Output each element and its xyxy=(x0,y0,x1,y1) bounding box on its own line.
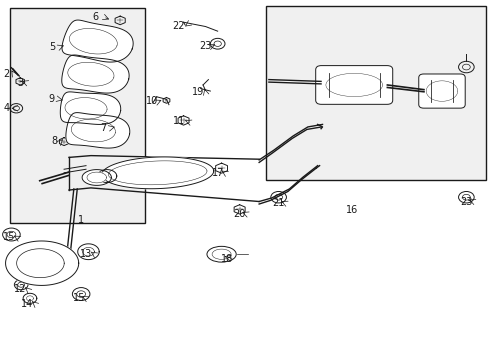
Text: 9: 9 xyxy=(49,94,55,104)
Text: 17: 17 xyxy=(211,168,224,178)
Text: 18: 18 xyxy=(221,254,233,264)
Bar xyxy=(266,6,485,180)
Polygon shape xyxy=(102,157,213,189)
Text: 23: 23 xyxy=(459,197,471,207)
Text: 6: 6 xyxy=(93,12,99,22)
FancyBboxPatch shape xyxy=(418,74,464,108)
Text: 3: 3 xyxy=(17,78,23,88)
FancyBboxPatch shape xyxy=(315,66,392,104)
Bar xyxy=(10,8,144,223)
Text: 5: 5 xyxy=(49,42,55,52)
Polygon shape xyxy=(5,241,79,285)
Polygon shape xyxy=(82,247,94,256)
Text: 16: 16 xyxy=(345,206,357,216)
Polygon shape xyxy=(78,244,99,260)
Polygon shape xyxy=(60,92,121,125)
Text: 13: 13 xyxy=(80,248,92,258)
Text: 8: 8 xyxy=(51,136,57,145)
Text: 22: 22 xyxy=(172,21,184,31)
Text: 1: 1 xyxy=(78,215,84,225)
Text: 4: 4 xyxy=(3,103,10,113)
Text: 23: 23 xyxy=(199,41,211,50)
Polygon shape xyxy=(23,293,37,303)
Polygon shape xyxy=(82,170,111,185)
Text: 2: 2 xyxy=(3,69,10,79)
Text: 14: 14 xyxy=(21,299,34,309)
Text: 10: 10 xyxy=(145,96,158,106)
Polygon shape xyxy=(26,296,33,301)
Polygon shape xyxy=(17,249,64,278)
Text: 11: 11 xyxy=(172,116,184,126)
Text: 19: 19 xyxy=(192,87,204,97)
Polygon shape xyxy=(61,55,129,93)
Text: 15: 15 xyxy=(3,232,16,242)
Text: 15: 15 xyxy=(72,293,85,303)
Polygon shape xyxy=(62,20,133,62)
Text: 20: 20 xyxy=(233,209,245,219)
Text: 7: 7 xyxy=(100,123,106,133)
Text: 12: 12 xyxy=(14,284,26,294)
Polygon shape xyxy=(66,113,129,148)
Polygon shape xyxy=(87,172,106,183)
Polygon shape xyxy=(97,170,117,183)
Text: 21: 21 xyxy=(272,198,284,208)
